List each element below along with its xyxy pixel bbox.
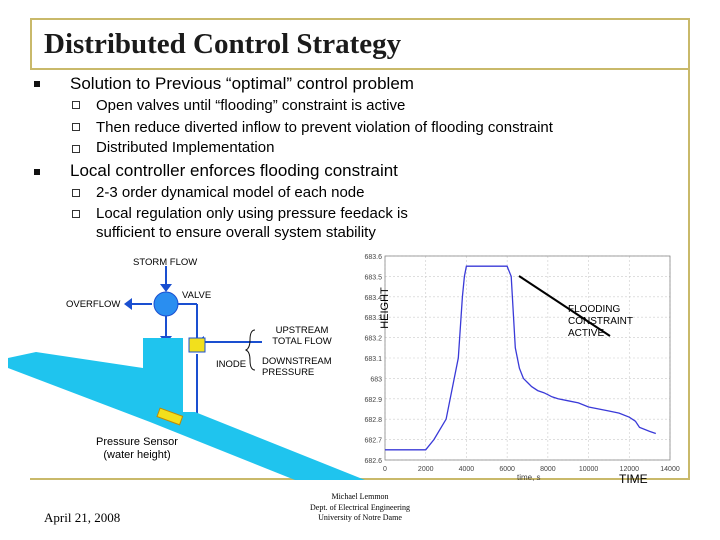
footer-author: Michael Lemmon [331,492,389,501]
downstream-pipe [150,412,365,480]
downstream-label: DOWNSTREAM PRESSURE [262,356,332,378]
chart-xlabel: time, s [517,473,541,482]
storm-flow-label: STORM FLOW [133,257,198,268]
x-tick-label: 14000 [660,466,680,473]
bullet-2: Local controller enforces flooding const… [70,161,398,180]
bullet-1: Solution to Previous “optimal” control p… [70,74,414,93]
footer-author-block: Michael Lemmon Dept. of Electrical Engin… [290,492,430,524]
y-tick-label: 683.6 [364,254,382,261]
frame-left-rule [30,18,32,68]
overflow-label: OVERFLOW [66,299,121,310]
y-tick-label: 683.2 [364,336,382,343]
overflow-arrowhead [124,298,132,310]
x-tick-label: 4000 [459,466,475,473]
y-tick-label: 682.9 [364,397,382,404]
frame-right-rule [688,18,690,480]
sub-bullet-marker [72,101,80,109]
chart-grid [384,255,671,461]
storm-flow-arrowhead [160,284,172,292]
water-body [8,338,183,422]
footer-univ: University of Notre Dame [318,513,402,522]
title-underline [30,68,690,70]
upstream-label: UPSTREAM TOTAL FLOW [272,325,332,347]
sub-bullet-1-1: Open valves until “flooding” constraint … [96,97,406,114]
x-tick-label: 8000 [540,466,556,473]
sub-bullet-1-3: Distributed Implementation [96,139,275,156]
inode-label: INODE [216,359,247,370]
inode-block [188,337,206,353]
x-tick-label: 0 [383,466,387,473]
x-tick-label: 6000 [499,466,515,473]
y-tick-label: 682.7 [364,438,382,445]
sub-bullet-marker [72,210,80,218]
y-tick-label: 683.4 [364,295,382,302]
y-tick-label: 683.3 [364,315,382,322]
sub-bullet-marker [72,189,80,197]
footer-date: April 21, 2008 [44,510,121,525]
height-chart: 682.6 682.7 682.8 682.9 683 683.1 683.2 683.3 68… [364,254,679,473]
bullet-marker [34,169,40,175]
bullet-marker [34,81,40,87]
sub-bullet-marker [72,145,80,153]
sub-bullet-marker [72,123,80,131]
valve-icon [153,291,179,317]
valve-label: VALVE [182,290,212,301]
sub-bullet-1-2: Then reduce diverted inflow to prevent v… [96,119,553,136]
y-tick-label: 683.5 [364,274,382,281]
sewer-node-diagram [8,266,365,480]
sensor-label: Pressure Sensor (water height) [96,436,178,461]
height-series-line [385,265,657,451]
pressure-sensor [156,407,184,426]
annotation-pointer [518,275,611,337]
y-tick-label: 683.1 [364,356,382,363]
chart-ticks: 682.6 682.7 682.8 682.9 683 683.1 683.2 683.3 68… [364,254,679,473]
time-caption: TIME [619,472,648,486]
chart-ylabel: HEIGHT [379,287,391,329]
y-tick-label: 682.8 [364,417,382,424]
x-tick-label: 12000 [620,466,640,473]
x-tick-label: 2000 [418,466,434,473]
plot-frame [384,255,671,461]
x-tick-label: 10000 [579,466,599,473]
footer-dept: Dept. of Electrical Engineering [310,502,410,512]
y-tick-label: 682.6 [364,458,382,465]
flooding-annotation: FLOODING CONSTRAINT ACTIVE [568,304,633,339]
frame-top-rule [30,18,690,20]
y-tick-label: 683 [370,376,382,383]
slide-title: Distributed Control Strategy [44,28,402,60]
sub-bullet-2-2: Local regulation only using pressure fee… [96,205,408,241]
bracket [244,329,256,371]
sub-bullet-2-1: 2-3 order dynamical model of each node [96,184,365,201]
